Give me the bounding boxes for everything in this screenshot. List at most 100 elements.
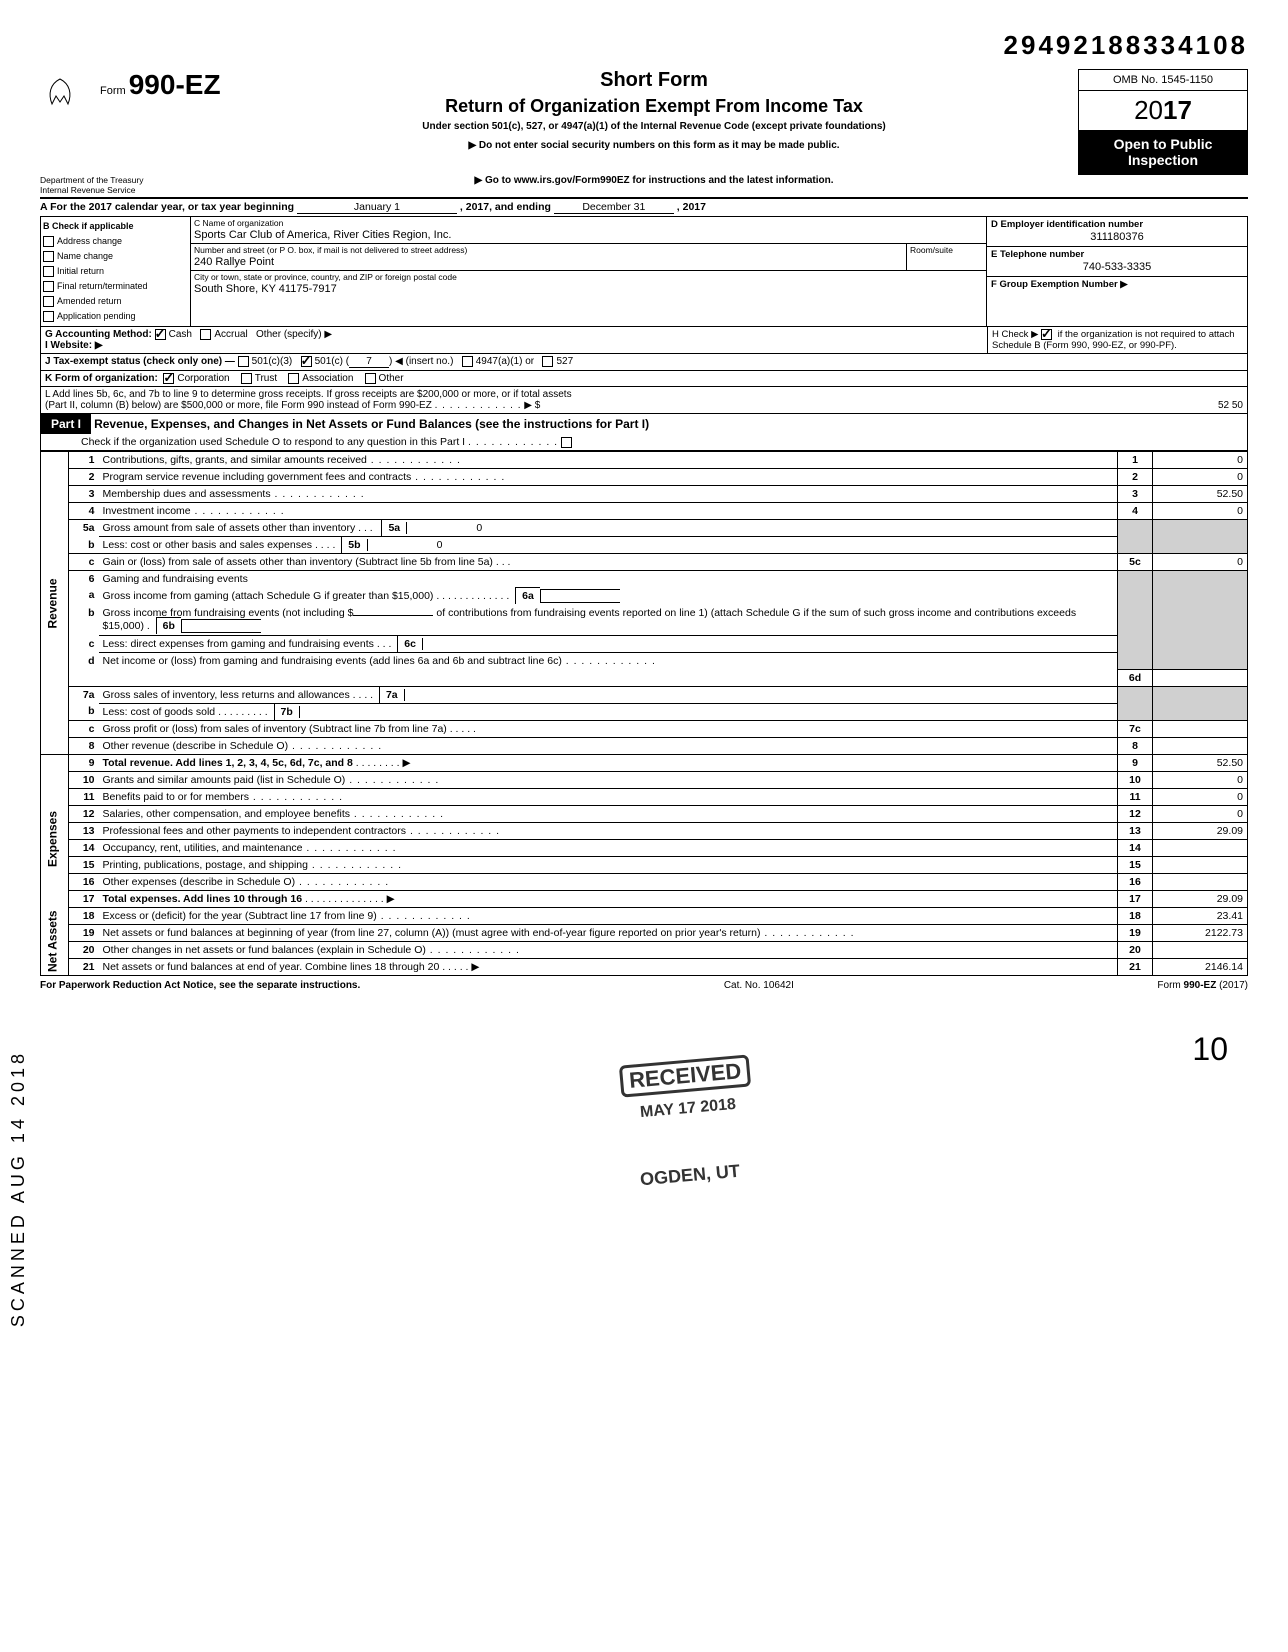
check-527[interactable] bbox=[542, 356, 553, 367]
ln12-num: 12 bbox=[69, 805, 99, 822]
ln1-amt[interactable]: 0 bbox=[1153, 452, 1248, 469]
lbl-address-change: Address change bbox=[57, 236, 122, 246]
subtitle-1: Under section 501(c), 527, or 4947(a)(1)… bbox=[230, 121, 1078, 132]
ln7a-desc: Gross sales of inventory, less returns a… bbox=[103, 689, 350, 701]
stamp-ogden: OGDEN, UT bbox=[639, 1161, 740, 1191]
g-label: G Accounting Method: bbox=[45, 329, 152, 340]
ln4-amt[interactable]: 0 bbox=[1153, 503, 1248, 520]
ein-value[interactable]: 311180376 bbox=[991, 230, 1243, 244]
check-association[interactable] bbox=[288, 373, 299, 384]
ln3-amt[interactable]: 52.50 bbox=[1153, 486, 1248, 503]
check-name-change[interactable] bbox=[43, 251, 54, 262]
ln7c-box: 7c bbox=[1118, 720, 1153, 737]
ln17-amt[interactable]: 29.09 bbox=[1153, 890, 1248, 907]
page-number: 10 bbox=[40, 1031, 1248, 1068]
title-block: Short Form Return of Organization Exempt… bbox=[230, 69, 1078, 151]
line-a-mid: , 2017, and ending bbox=[460, 201, 551, 213]
check-cash[interactable] bbox=[155, 329, 166, 340]
entity-info-block: B Check if applicable Address change Nam… bbox=[40, 217, 1248, 327]
ln14-desc: Occupancy, rent, utilities, and maintena… bbox=[103, 842, 303, 854]
short-form-title: Short Form bbox=[230, 69, 1078, 92]
phone-value[interactable]: 740-533-3335 bbox=[991, 260, 1243, 274]
ln20-num: 20 bbox=[69, 941, 99, 958]
street-value[interactable]: 240 Rallye Point bbox=[191, 256, 906, 270]
dept-line1: Department of the Treasury bbox=[40, 175, 230, 185]
ln6d-num: d bbox=[69, 653, 99, 670]
city-value[interactable]: South Shore, KY 41175-7917 bbox=[191, 283, 986, 297]
subtitle-2: ▶ Do not enter social security numbers o… bbox=[230, 140, 1078, 151]
ln7a-num: 7a bbox=[69, 686, 99, 703]
ln16-num: 16 bbox=[69, 873, 99, 890]
ln5b-sub[interactable]: 0 bbox=[367, 539, 447, 551]
check-4947[interactable] bbox=[462, 356, 473, 367]
ln16-desc: Other expenses (describe in Schedule O) bbox=[103, 876, 296, 888]
ln20-box: 20 bbox=[1118, 941, 1153, 958]
ln5c-desc: Gain or (loss) from sale of assets other… bbox=[103, 556, 493, 568]
check-initial-return[interactable] bbox=[43, 266, 54, 277]
part1-title: Revenue, Expenses, and Changes in Net As… bbox=[94, 417, 649, 431]
ln10-amt[interactable]: 0 bbox=[1153, 771, 1248, 788]
ln11-desc: Benefits paid to or for members bbox=[103, 791, 249, 803]
ln16-amt[interactable] bbox=[1153, 873, 1248, 890]
lbl-501c-close: ) ◀ (insert no.) bbox=[389, 356, 453, 367]
check-address-change[interactable] bbox=[43, 236, 54, 247]
ln6d-amt[interactable] bbox=[1153, 669, 1248, 686]
tax-year-end-month[interactable]: December 31 bbox=[554, 201, 674, 214]
ln19-amt[interactable]: 2122.73 bbox=[1153, 924, 1248, 941]
check-schedule-o-part1[interactable] bbox=[561, 437, 572, 448]
ln8-amt[interactable] bbox=[1153, 737, 1248, 754]
ln11-num: 11 bbox=[69, 788, 99, 805]
lbl-501c-open: 501(c) ( bbox=[315, 356, 349, 367]
ln6c-num: c bbox=[69, 636, 99, 653]
check-accrual[interactable] bbox=[200, 329, 211, 340]
check-trust[interactable] bbox=[241, 373, 252, 384]
ln17-desc: Total expenses. Add lines 10 through 16 bbox=[103, 893, 303, 905]
ln3-desc: Membership dues and assessments bbox=[103, 488, 271, 500]
ln7c-amt[interactable] bbox=[1153, 720, 1248, 737]
ln16-box: 16 bbox=[1118, 873, 1153, 890]
ln19-box: 19 bbox=[1118, 924, 1153, 941]
ln20-amt[interactable] bbox=[1153, 941, 1248, 958]
ln18-amt[interactable]: 23.41 bbox=[1153, 907, 1248, 924]
lbl-corp: Corporation bbox=[177, 373, 229, 384]
ln5c-box: 5c bbox=[1118, 554, 1153, 571]
section-c: C Name of organizationSports Car Club of… bbox=[191, 217, 987, 326]
ln13-amt[interactable]: 29.09 bbox=[1153, 822, 1248, 839]
eagle-icon bbox=[40, 74, 80, 114]
ln11-amt[interactable]: 0 bbox=[1153, 788, 1248, 805]
check-amended[interactable] bbox=[43, 296, 54, 307]
section-k: K Form of organization: Corporation Trus… bbox=[40, 371, 1248, 387]
ln8-num: 8 bbox=[69, 737, 99, 754]
check-no-schedule-b[interactable] bbox=[1041, 329, 1052, 340]
ln5c-amt[interactable]: 0 bbox=[1153, 554, 1248, 571]
check-other-org[interactable] bbox=[365, 373, 376, 384]
section-e: E Telephone number740-533-3335 bbox=[987, 247, 1247, 277]
org-name[interactable]: Sports Car Club of America, River Cities… bbox=[191, 229, 986, 243]
check-corporation[interactable] bbox=[163, 373, 174, 384]
ln19-num: 19 bbox=[69, 924, 99, 941]
ln14-amt[interactable] bbox=[1153, 839, 1248, 856]
check-final-return[interactable] bbox=[43, 281, 54, 292]
ln2-desc: Program service revenue including govern… bbox=[103, 471, 412, 483]
lbl-trust: Trust bbox=[255, 373, 277, 384]
ln5b-num: b bbox=[69, 537, 99, 554]
501c-number[interactable]: 7 bbox=[349, 356, 389, 368]
stamp-date: MAY 17 2018 bbox=[639, 1096, 736, 1122]
ln12-amt[interactable]: 0 bbox=[1153, 805, 1248, 822]
ln2-box: 2 bbox=[1118, 469, 1153, 486]
ln9-amt[interactable]: 52.50 bbox=[1153, 754, 1248, 771]
ln5a-sub[interactable]: 0 bbox=[406, 522, 486, 534]
ln9-num: 9 bbox=[69, 754, 99, 771]
side-label-netassets: Net Assets bbox=[41, 907, 69, 975]
ln6a-num: a bbox=[69, 587, 99, 605]
tax-year-begin[interactable]: January 1 bbox=[297, 201, 457, 214]
ln6d-desc: Net income or (loss) from gaming and fun… bbox=[103, 655, 562, 667]
l-value[interactable]: 52 50 bbox=[1148, 400, 1243, 411]
ln2-amt[interactable]: 0 bbox=[1153, 469, 1248, 486]
check-pending[interactable] bbox=[43, 311, 54, 322]
ln21-amt[interactable]: 2146.14 bbox=[1153, 958, 1248, 975]
check-501c3[interactable] bbox=[238, 356, 249, 367]
footer-right: Form 990-EZ (2017) bbox=[1157, 980, 1248, 991]
ln15-amt[interactable] bbox=[1153, 856, 1248, 873]
check-501c[interactable] bbox=[301, 356, 312, 367]
